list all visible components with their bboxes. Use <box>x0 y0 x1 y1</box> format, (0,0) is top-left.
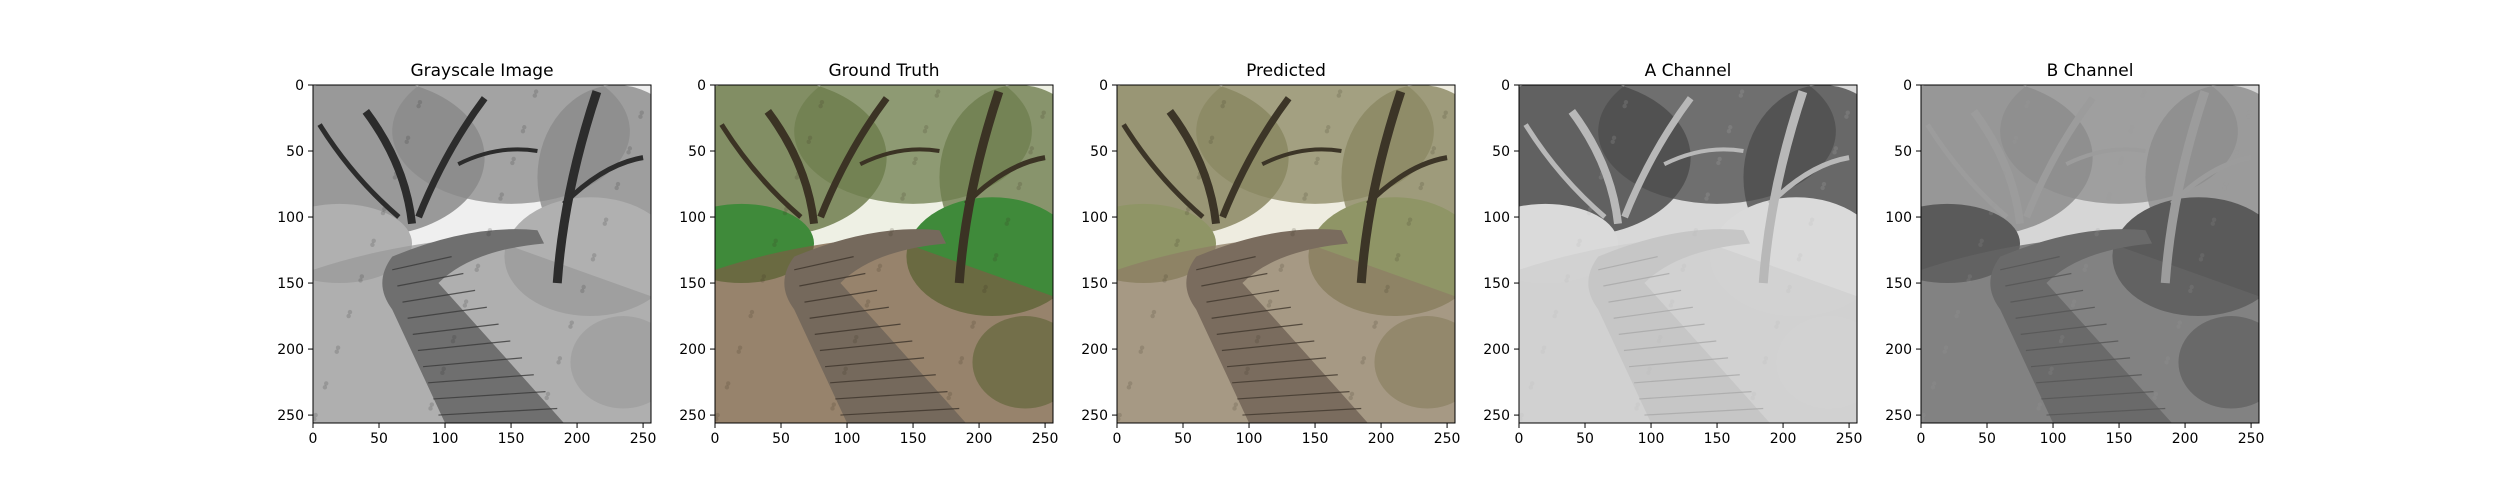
x-tick-label: 250 <box>630 431 657 447</box>
panel-grayscale-image: Grayscale Image 0 50 100 150 200 250 0 50 100 150 2… <box>277 61 657 447</box>
x-tick-label: 0 <box>1113 431 1122 447</box>
x-tick-label: 200 <box>966 431 993 447</box>
panel-b-channel: B Channel 0 50 100 150 200 250 0 50 100 150 200 250 <box>1885 61 2265 447</box>
x-tick-label: 250 <box>1032 431 1059 447</box>
y-tick-label: 50 <box>1090 144 1108 160</box>
x-tick-label: 250 <box>1836 431 1863 447</box>
image-content <box>313 85 651 423</box>
x-tick-label: 250 <box>2238 431 2265 447</box>
x-tick-label: 50 <box>370 431 388 447</box>
y-tick-label: 100 <box>679 210 706 226</box>
image-content <box>715 85 1053 423</box>
panel-title: A Channel <box>1645 61 1732 81</box>
x-tick-label: 0 <box>711 431 720 447</box>
y-tick-label: 0 <box>1903 78 1912 94</box>
x-tick-label: 100 <box>432 431 459 447</box>
y-tick-label: 50 <box>688 144 706 160</box>
y-tick-label: 150 <box>1081 276 1108 292</box>
x-tick-label: 200 <box>2172 431 2199 447</box>
y-tick-label: 250 <box>277 408 304 424</box>
image-content <box>1921 85 2259 423</box>
axes-frame <box>714 84 1054 424</box>
y-tick-label: 150 <box>1885 276 1912 292</box>
panel-title: Grayscale Image <box>410 61 553 81</box>
x-tick-label: 250 <box>1434 431 1461 447</box>
y-tick-label: 0 <box>1099 78 1108 94</box>
y-tick-label: 250 <box>1885 408 1912 424</box>
x-tick-label: 150 <box>900 431 927 447</box>
panel-title: Ground Truth <box>828 61 939 81</box>
y-tick-label: 250 <box>1081 408 1108 424</box>
x-tick-label: 150 <box>1704 431 1731 447</box>
panel-title: B Channel <box>2047 61 2134 81</box>
x-tick-label: 0 <box>1917 431 1926 447</box>
panel-a-channel: A Channel 0 50 100 150 200 250 0 50 100 150 200 250 <box>1483 61 1863 447</box>
y-tick-label: 50 <box>1894 144 1912 160</box>
x-tick-label: 100 <box>1638 431 1665 447</box>
y-tick-label: 200 <box>1885 342 1912 358</box>
y-tick-label: 150 <box>277 276 304 292</box>
x-tick-label: 200 <box>1770 431 1797 447</box>
x-tick-label: 50 <box>772 431 790 447</box>
y-tick-label: 0 <box>1501 78 1510 94</box>
panel-predicted: Predicted 0 50 100 150 200 250 0 50 100 150 200 250 <box>1081 61 1461 447</box>
x-tick-label: 200 <box>564 431 591 447</box>
x-tick-label: 50 <box>1978 431 1996 447</box>
image-content <box>1117 85 1455 423</box>
y-tick-label: 250 <box>1483 408 1510 424</box>
y-tick-label: 250 <box>679 408 706 424</box>
y-tick-label: 200 <box>1483 342 1510 358</box>
y-tick-label: 100 <box>1483 210 1510 226</box>
x-tick-label: 150 <box>498 431 525 447</box>
y-tick-label: 150 <box>1483 276 1510 292</box>
axes-frame <box>1518 84 1858 424</box>
y-tick-label: 50 <box>286 144 304 160</box>
y-tick-label: 150 <box>679 276 706 292</box>
x-tick-label: 200 <box>1368 431 1395 447</box>
axes-frame <box>1116 84 1456 424</box>
y-tick-label: 200 <box>679 342 706 358</box>
x-tick-label: 0 <box>309 431 318 447</box>
x-tick-label: 50 <box>1576 431 1594 447</box>
x-tick-label: 100 <box>2040 431 2067 447</box>
x-tick-label: 100 <box>1236 431 1263 447</box>
y-tick-label: 0 <box>697 78 706 94</box>
y-tick-label: 200 <box>1081 342 1108 358</box>
y-tick-label: 100 <box>1885 210 1912 226</box>
y-tick-label: 100 <box>1081 210 1108 226</box>
y-tick-label: 200 <box>277 342 304 358</box>
y-tick-label: 0 <box>295 78 304 94</box>
y-tick-label: 100 <box>277 210 304 226</box>
y-tick-label: 50 <box>1492 144 1510 160</box>
x-tick-label: 150 <box>1302 431 1329 447</box>
x-tick-label: 50 <box>1174 431 1192 447</box>
panel-ground-truth: Ground Truth 0 50 100 150 200 250 0 50 100 150 200 2… <box>679 61 1059 447</box>
axes-frame <box>1920 84 2260 424</box>
x-tick-label: 150 <box>2106 431 2133 447</box>
image-content <box>1519 85 1857 423</box>
axes-frame <box>312 84 652 424</box>
x-tick-label: 0 <box>1515 431 1524 447</box>
x-tick-label: 100 <box>834 431 861 447</box>
panel-title: Predicted <box>1246 61 1326 81</box>
